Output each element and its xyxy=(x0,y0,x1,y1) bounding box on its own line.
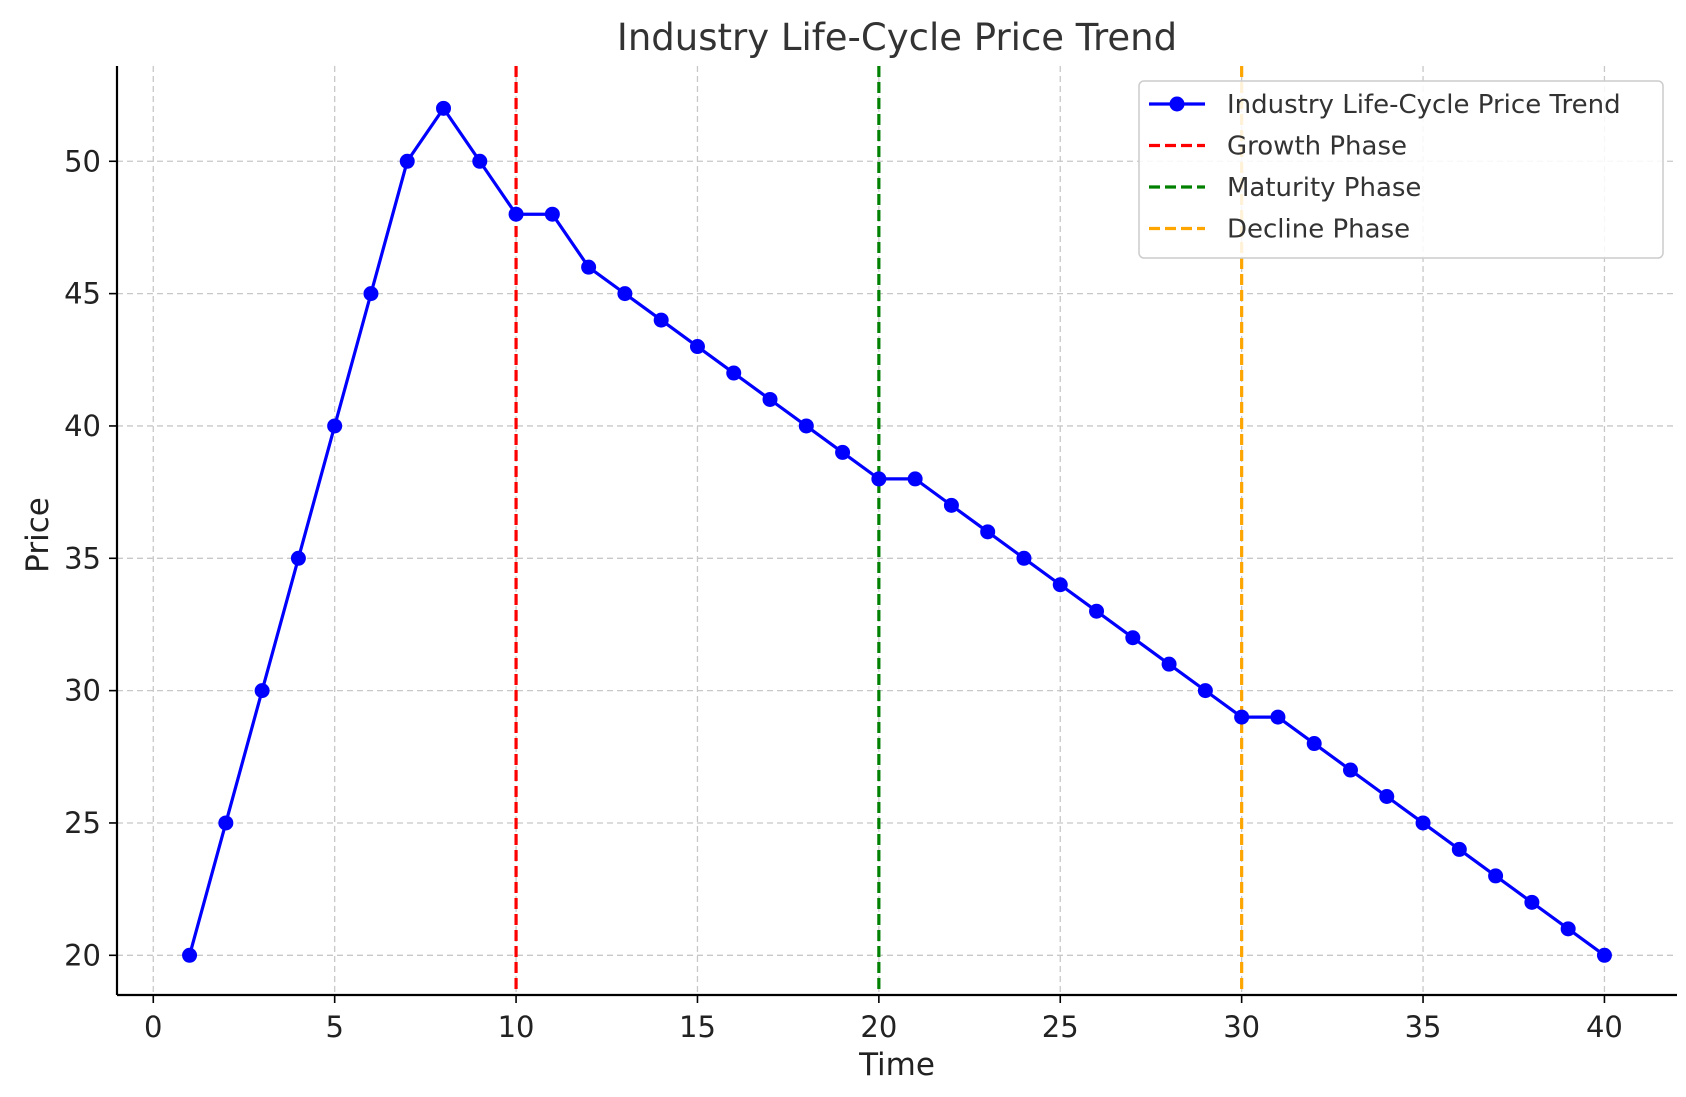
data-point xyxy=(1342,762,1358,778)
data-point xyxy=(1306,736,1322,752)
legend: Industry Life-Cycle Price Trend Growth Ph… xyxy=(1138,80,1664,259)
x-tick-label: 20 xyxy=(860,1010,897,1044)
data-point xyxy=(1125,630,1141,646)
data-point xyxy=(1415,815,1431,831)
y-tick-label: 20 xyxy=(64,938,101,972)
data-point xyxy=(1451,841,1467,857)
y-tick-label: 45 xyxy=(64,277,101,311)
data-point xyxy=(399,153,415,169)
series-line xyxy=(188,106,1606,957)
axes xyxy=(115,66,1677,997)
x-tick-label: 10 xyxy=(498,1010,535,1044)
data-point xyxy=(689,339,705,355)
y-tick-label: 30 xyxy=(64,674,101,708)
x-tick-label: 35 xyxy=(1405,1010,1442,1044)
data-point xyxy=(218,815,234,831)
data-point xyxy=(1052,577,1068,593)
data-point xyxy=(726,365,742,381)
x-tick-label: 5 xyxy=(325,1010,343,1044)
y-tick-label: 50 xyxy=(64,144,101,178)
grid-lines xyxy=(117,66,1677,995)
x-axis-label: Time xyxy=(858,1047,935,1083)
legend-entry: Growth Phase xyxy=(1149,132,1407,162)
legend-box xyxy=(1138,80,1664,259)
legend-swatch-marker xyxy=(1169,96,1185,112)
data-point xyxy=(1379,788,1395,804)
data-point xyxy=(798,418,814,434)
data-point xyxy=(871,471,887,487)
legend-label: Decline Phase xyxy=(1227,215,1410,245)
phase-lines xyxy=(514,66,1244,995)
data-point xyxy=(762,391,778,407)
legend-entry: Decline Phase xyxy=(1149,215,1410,245)
data-point xyxy=(508,206,524,222)
y-tick-label: 40 xyxy=(64,409,101,443)
data-point xyxy=(327,418,343,434)
data-point xyxy=(544,206,560,222)
x-tick-label: 25 xyxy=(1042,1010,1079,1044)
y-axis-label: Price xyxy=(20,497,56,573)
legend-label: Industry Life-Cycle Price Trend xyxy=(1227,90,1621,120)
data-point xyxy=(436,100,452,116)
data-point xyxy=(943,497,959,513)
data-point xyxy=(1016,550,1032,566)
legend-entry: Industry Life-Cycle Price Trend xyxy=(1149,90,1621,120)
data-point xyxy=(1488,868,1504,884)
legend-label: Growth Phase xyxy=(1227,132,1407,162)
data-point xyxy=(835,444,851,460)
legend-entry: Maturity Phase xyxy=(1149,173,1421,203)
legend-label: Maturity Phase xyxy=(1227,173,1421,203)
x-tick-label: 40 xyxy=(1586,1010,1623,1044)
x-tick-label: 15 xyxy=(679,1010,716,1044)
ticks: 0 5 10 15 20 25 30 35 40 20 25 30 35 40 45 50 xyxy=(64,144,1623,1044)
y-tick-label: 35 xyxy=(64,541,101,575)
data-point xyxy=(617,286,633,302)
data-point xyxy=(1524,894,1540,910)
data-point xyxy=(980,524,996,540)
x-tick-label: 0 xyxy=(144,1010,162,1044)
data-point xyxy=(1089,603,1105,619)
data-point xyxy=(290,550,306,566)
data-point xyxy=(472,153,488,169)
data-point xyxy=(1596,947,1612,963)
data-point xyxy=(182,947,198,963)
data-point xyxy=(581,259,597,275)
y-tick-label: 25 xyxy=(64,806,101,840)
data-point xyxy=(1560,921,1576,937)
data-point xyxy=(907,471,923,487)
data-point xyxy=(254,683,270,699)
data-point xyxy=(1161,656,1177,672)
data-point xyxy=(653,312,669,328)
data-point xyxy=(1234,709,1250,725)
x-tick-label: 30 xyxy=(1223,1010,1260,1044)
data-point xyxy=(363,286,379,302)
series-layer xyxy=(182,100,1612,963)
data-point xyxy=(1270,709,1286,725)
chart-title: Industry Life-Cycle Price Trend xyxy=(617,16,1177,59)
data-point xyxy=(1197,683,1213,699)
